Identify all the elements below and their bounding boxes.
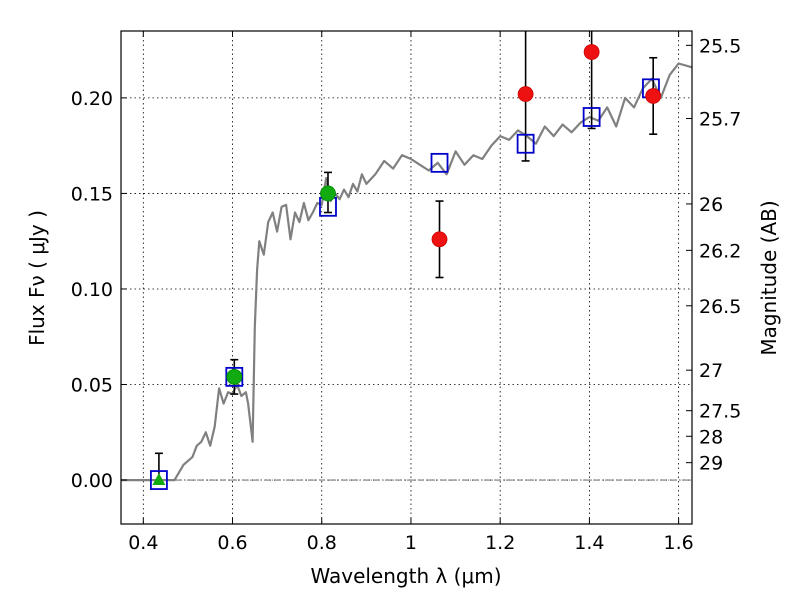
x-tick-label: 1 bbox=[405, 532, 417, 554]
model-squares-series bbox=[150, 78, 660, 490]
x-tick-label: 0.4 bbox=[128, 532, 158, 554]
model-square-marker bbox=[225, 366, 244, 387]
y-tick-label: 0.05 bbox=[71, 375, 113, 397]
green-triangle-marker bbox=[152, 473, 166, 486]
green-point-marker bbox=[320, 185, 336, 202]
x-tick-label: 0.6 bbox=[217, 532, 247, 554]
model-square-marker bbox=[582, 107, 601, 127]
right-axis-label: Magnitude (AB) bbox=[757, 200, 781, 355]
right-tick-label: 27 bbox=[699, 360, 723, 382]
error-bars bbox=[154, 31, 658, 481]
x-tick-label: 1.4 bbox=[574, 532, 604, 554]
y-tick-label: 0.20 bbox=[71, 88, 113, 110]
y-tick-label: 0.15 bbox=[71, 183, 113, 205]
y-axis-label: Flux Fν ( μJy ) bbox=[25, 210, 49, 346]
right-tick-label: 25.5 bbox=[699, 35, 741, 57]
model-square-marker bbox=[430, 152, 449, 173]
y-axis-ticks: 0.00 0.05 0.10 0.15 0.20 bbox=[71, 88, 127, 492]
x-tick-label: 1.6 bbox=[664, 532, 694, 554]
right-tick-label: 29 bbox=[699, 453, 723, 475]
x-tick-label: 0.8 bbox=[307, 532, 337, 554]
right-tick-label: 26 bbox=[699, 194, 723, 216]
right-tick-label: 28 bbox=[699, 426, 723, 448]
right-tick-label: 26.2 bbox=[699, 240, 741, 262]
y-tick-label: 0.00 bbox=[71, 470, 113, 492]
right-tick-label: 27.5 bbox=[699, 401, 741, 423]
grid-lines bbox=[121, 31, 692, 524]
green-point-marker bbox=[226, 368, 243, 385]
model-square-marker bbox=[516, 133, 535, 154]
spectrum-series bbox=[121, 62, 693, 482]
red-point-marker bbox=[431, 231, 448, 248]
measured-points-series bbox=[152, 44, 662, 486]
right-axis-ticks: 25.5 25.7 26 26.2 26.5 27 27.5 28 29 bbox=[686, 35, 741, 475]
spectrum-line bbox=[121, 62, 693, 482]
right-tick-label: 26.5 bbox=[699, 296, 741, 318]
x-axis-ticks: 0.4 0.6 0.8 1 1.2 1.4 1.6 bbox=[128, 31, 694, 554]
x-axis-label: Wavelength λ (μm) bbox=[310, 564, 501, 588]
right-tick-label: 25.7 bbox=[699, 109, 741, 131]
red-point-marker bbox=[583, 44, 600, 60]
y-tick-label: 0.10 bbox=[71, 279, 113, 301]
red-point-marker bbox=[517, 86, 534, 102]
red-point-marker bbox=[645, 88, 662, 104]
model-square-marker bbox=[150, 470, 168, 490]
x-tick-label: 1.2 bbox=[485, 532, 515, 554]
plot-frame bbox=[120, 30, 693, 525]
